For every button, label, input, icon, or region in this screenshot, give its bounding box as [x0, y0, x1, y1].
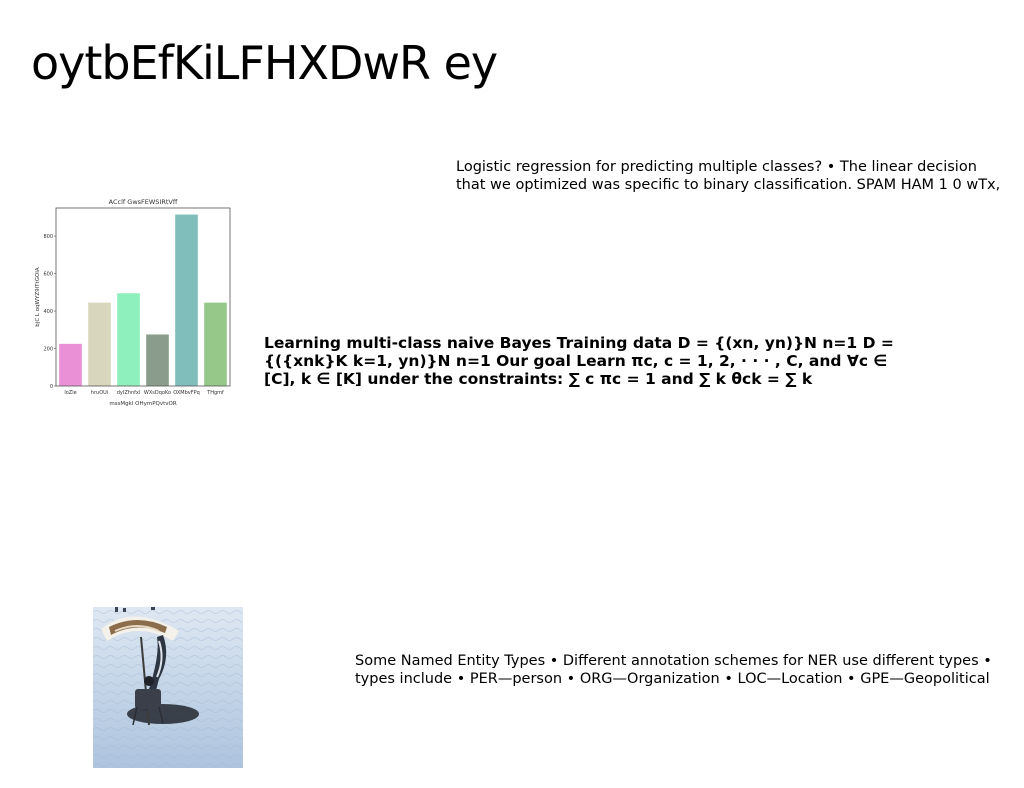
- chart-y-tick-label: 400: [43, 309, 53, 315]
- paragraph-named-entity-types: Some Named Entity Types • Different anno…: [355, 653, 992, 687]
- chart-bar-hruOUi: [88, 302, 111, 386]
- chart-y-tick-label: 200: [43, 346, 53, 352]
- chart-bar-THgmf: [204, 302, 227, 386]
- chart-bar-OXMbvFPq: [175, 214, 198, 386]
- chart-y-axis-label: bjC L oqWYZ9lTtGOIA: [35, 267, 41, 327]
- paragraph-logistic-regression: Logistic regression for predicting multi…: [456, 159, 1001, 193]
- chart-plot-frame: [55, 207, 231, 387]
- chart-bar-dyIZhnfxl: [117, 293, 140, 386]
- chart-x-tick-label: hruOUi: [91, 390, 108, 396]
- chart-y-tick-label: 0: [50, 384, 53, 390]
- chart-x-tick-label: dyIZhnfxl: [117, 390, 140, 396]
- paragraph-naive-bayes: Learning multi-class naive Bayes Trainin…: [264, 334, 894, 388]
- chart-x-tick-label: loZle: [64, 390, 76, 396]
- chart-y-tick-label: 600: [43, 271, 53, 277]
- beach-umbrella-photo: [93, 607, 243, 768]
- bar-chart: ACclf GwsFEWSIRtVff bjC L oqWYZ9lTtGOIA …: [32, 192, 242, 408]
- chart-x-tick-label: WXsDqoKo: [144, 390, 171, 396]
- bar-chart-svg: ACclf GwsFEWSIRtVff bjC L oqWYZ9lTtGOIA …: [35, 198, 231, 407]
- chart-x-tick-label: OXMbvFPq: [173, 390, 200, 396]
- chart-bar-loZle: [59, 343, 82, 386]
- chart-x-tick-label: THgmf: [206, 390, 224, 396]
- slide-title: oytbEfKiLFHXDwR ey: [31, 36, 498, 90]
- chart-bar-WXsDqoKo: [146, 334, 169, 386]
- chart-x-axis-label: mssMgkl OHymPQvtvOR: [109, 401, 177, 407]
- chart-title: ACclf GwsFEWSIRtVff: [109, 198, 178, 206]
- chart-y-tick-label: 800: [43, 234, 53, 240]
